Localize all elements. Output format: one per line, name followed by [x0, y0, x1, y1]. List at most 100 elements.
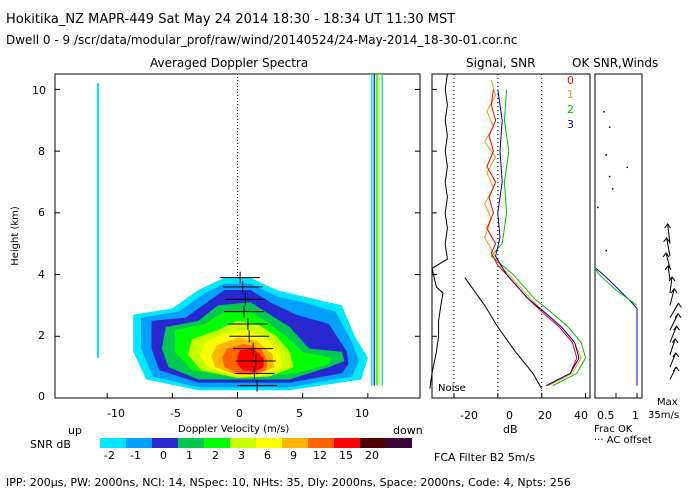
height-tick-0: 0: [38, 390, 45, 403]
velocity-tick-m5: -5: [170, 407, 181, 420]
frac-ok-profile-2: [594, 268, 638, 306]
snr-scale-tick-9: 15: [339, 449, 353, 462]
snr-scale-swatch-2: [152, 438, 178, 448]
wind-arrow-11: [667, 223, 671, 244]
height-tick-2: 2: [38, 329, 45, 342]
wind-arrow-6: [669, 288, 675, 306]
snr-scale-label: SNR dB: [30, 438, 71, 451]
frac-ok-profile: [595, 268, 638, 386]
velocity-tick-5: 5: [296, 407, 303, 420]
filter-label: FCA Filter B2 5m/s: [434, 451, 535, 464]
wind-arrow-2: [669, 338, 676, 355]
snr-scale-swatch-3: [178, 438, 204, 448]
down-label: down: [393, 424, 423, 437]
snr-scale-tick-3: 1: [186, 449, 193, 462]
dwell-legend-0: 0: [567, 74, 574, 87]
velocity-tick-0: 0: [236, 407, 243, 420]
frac-point-6: [626, 166, 628, 169]
snr-scale-swatch-0: [100, 438, 126, 448]
wind-arrow-9: [665, 252, 671, 269]
frac-tick-05: 0.5: [597, 409, 615, 422]
frac-point-1: [608, 126, 611, 128]
wind-arrowhead-11: [664, 223, 671, 229]
wind-arrow-1: [669, 352, 677, 368]
snr-scale-swatch-8: [308, 438, 334, 448]
wind-arrow-3: [669, 325, 678, 343]
noise-profile: [429, 73, 448, 389]
header-dwell-path: Dwell 0 - 9 /scr/data/modular_prof/raw/w…: [6, 33, 518, 47]
frac-ok-label: Frac OK: [594, 424, 633, 435]
frac-tick-1: 1: [632, 409, 639, 422]
dwell-legend-2: 2: [567, 103, 574, 116]
snr-scale-swatch-10: [360, 438, 386, 448]
wind-arrowhead-10: [663, 237, 670, 243]
noise-label: Noise: [438, 383, 466, 394]
wind-barbs-panel: [662, 223, 682, 380]
wind-arrowhead-8: [664, 264, 672, 271]
height-tick-6: 6: [38, 206, 45, 219]
snr-scale-tick-10: 20: [365, 449, 379, 462]
snr-scale-tick-5: 3: [238, 449, 245, 462]
snr-scale-tick-2: 0: [160, 449, 167, 462]
max-wind-value: 35m/s: [648, 410, 680, 421]
velocity-tick-10: 10: [355, 407, 369, 420]
db-tick-20: 20: [538, 409, 552, 422]
spectra-title: Averaged Doppler Spectra: [150, 56, 309, 70]
signal-profile: [464, 277, 543, 389]
velocity-axis-label: Doppler Velocity (m/s): [178, 424, 290, 435]
header-title: Hokitika_NZ MAPR-449 Sat May 24 2014 18:…: [6, 12, 456, 27]
wind-arrowhead-0: [672, 366, 680, 372]
snr-scale-tick-7: 9: [290, 449, 297, 462]
snr-scale-swatch-11: [386, 438, 412, 448]
wind-arrow-4: [669, 313, 679, 331]
snr-contour-9: [237, 348, 264, 372]
snr-profile-dwell-2: [490, 89, 587, 387]
max-wind-label: Max: [657, 397, 678, 408]
snr-profile-dwell-0: [486, 89, 578, 387]
wind-arrowhead-9: [662, 252, 670, 258]
snr-scale-tick-6: 6: [264, 449, 271, 462]
snr-title: Signal, SNR: [466, 56, 536, 70]
frac-point-7: [611, 188, 614, 190]
wind-arrowhead-3: [673, 325, 680, 331]
frac-point-5: [605, 249, 607, 252]
snr-scale-swatch-9: [334, 438, 360, 448]
wind-arrow-7: [669, 276, 673, 294]
dwell-legend-3: 3: [567, 118, 574, 131]
snr-panel: [429, 73, 591, 399]
snr-scale-tick-1: -1: [130, 449, 141, 462]
wind-arrowhead-4: [674, 312, 682, 319]
frac-point-0: [603, 111, 605, 113]
spectra-panel: [54, 73, 421, 399]
snr-scale-swatch-5: [230, 438, 256, 448]
frac-frame: [594, 73, 643, 399]
wind-arrowhead-2: [671, 338, 679, 344]
snr-scale-tick-4: 2: [212, 449, 219, 462]
db-axis-label: dB: [503, 423, 518, 436]
height-tick-8: 8: [38, 145, 45, 158]
wind-arrowhead-5: [675, 302, 682, 308]
wind-arrowhead-1: [672, 352, 680, 358]
height-tick-4: 4: [38, 268, 45, 281]
snr-scale-swatch-7: [282, 438, 308, 448]
ac-offset-label: ··· AC offset: [594, 435, 652, 446]
frac-ok-panel: [594, 73, 643, 399]
db-tick-40: 40: [574, 409, 588, 422]
winds-title: OK SNR,Winds: [572, 56, 659, 70]
height-tick-10: 10: [32, 84, 46, 97]
wind-arrow-8: [667, 265, 671, 281]
snr-color-scale: [100, 438, 412, 448]
velocity-tick-m10: -10: [107, 407, 125, 420]
snr-frame: [431, 73, 591, 399]
acquisition-params: IPP: 200μs, PW: 2000ns, NCI: 14, NSpec: …: [6, 476, 571, 489]
snr-scale-swatch-6: [256, 438, 282, 448]
up-label: up: [68, 424, 82, 437]
frac-point-4: [597, 206, 599, 209]
frac-point-2: [605, 154, 607, 156]
dwell-legend-1: 1: [567, 88, 574, 101]
snr-scale-tick-0: -2: [104, 449, 115, 462]
db-tick-0: 0: [506, 409, 513, 422]
wind-arrowhead-6: [670, 288, 678, 294]
snr-scale-swatch-1: [126, 438, 152, 448]
